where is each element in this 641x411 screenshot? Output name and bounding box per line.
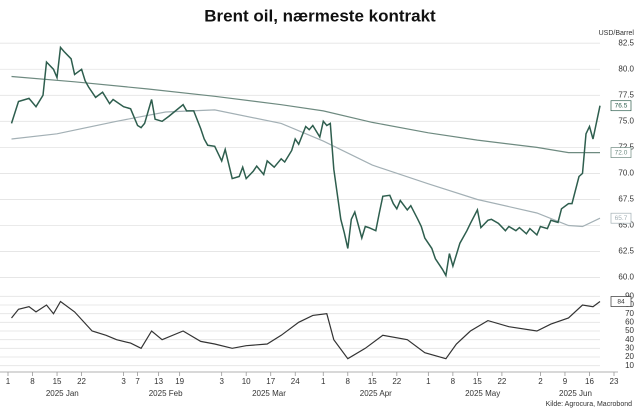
y-tick-label: 82.5 (618, 38, 634, 47)
x-tick-label: 15 (473, 377, 482, 386)
y-tick-label: 20 (625, 352, 634, 361)
y-tick-label: 10 (625, 361, 634, 370)
chart-title: Brent oil, nærmeste kontrakt (204, 6, 436, 25)
x-tick-label: 15 (368, 377, 377, 386)
y-tick-label: 70.0 (618, 169, 634, 178)
x-tick-label: 19 (175, 377, 184, 386)
y-tick-label: 72.5 (618, 142, 634, 151)
x-tick-label: 8 (30, 377, 35, 386)
end-label: 76.5 (615, 102, 628, 109)
x-tick-label: 1 (6, 377, 11, 386)
y-tick-label: 75.0 (618, 116, 634, 125)
y-tick-label: 50 (625, 326, 634, 335)
end-label-box (610, 100, 632, 112)
month-label: 2025 Feb (149, 389, 183, 398)
month-label: 2025 Jun (559, 389, 592, 398)
source: Kilde: Agrocura, Macrobond (546, 401, 632, 408)
y-tick-label: 90 (625, 291, 634, 300)
x-tick-label: 7 (135, 377, 140, 386)
y-tick-label: 30 (625, 343, 634, 352)
y-tick-label: 60 (625, 317, 634, 326)
y-axis-label: USD/Barrel (599, 30, 635, 37)
x-tick-label: 1 (426, 377, 431, 386)
y-tick-label: 80.0 (618, 64, 634, 73)
end-label-box (610, 296, 632, 307)
x-tick-label: 8 (346, 377, 351, 386)
x-tick-label: 3 (121, 377, 126, 386)
x-tick-label: 9 (563, 377, 568, 386)
month-label: 2025 May (465, 389, 500, 398)
x-tick-label: 1 (321, 377, 326, 386)
x-tick-label: 3 (219, 377, 224, 386)
x-tick-label: 17 (266, 377, 275, 386)
x-tick-label: 22 (392, 377, 401, 386)
month-label: 2025 Apr (360, 389, 392, 398)
y-tick-label: 60.0 (618, 273, 634, 282)
end-label: 72.0 (615, 149, 628, 156)
end-label: 84 (617, 298, 625, 305)
y-tick-label: 65.0 (618, 221, 634, 230)
line-series (11, 75, 600, 154)
y-tick-label: 67.5 (618, 195, 634, 204)
end-label-box (610, 147, 632, 158)
x-tick-label: 2 (538, 377, 543, 386)
y-tick-label: 70 (625, 309, 634, 318)
month-label: 2025 Mar (252, 389, 286, 398)
y-tick-label: 62.5 (618, 247, 634, 256)
x-tick-label: 22 (497, 377, 506, 386)
x-tick-label: 23 (610, 377, 619, 386)
line-series (10, 45, 601, 278)
x-tick-label: 10 (242, 377, 251, 386)
month-label: 2025 Jan (46, 389, 79, 398)
y-tick-label: 40 (625, 335, 634, 344)
x-tick-label: 13 (154, 377, 163, 386)
line-series (11, 300, 601, 360)
line-series (11, 109, 601, 228)
x-tick-label: 24 (291, 377, 300, 386)
y-tick-label: 77.5 (618, 90, 634, 99)
x-tick-label: 22 (77, 377, 86, 386)
x-tick-label: 8 (451, 377, 456, 386)
end-label-box (610, 212, 632, 224)
x-tick-label: 16 (585, 377, 594, 386)
end-label: 65.7 (615, 215, 628, 222)
x-tick-label: 15 (53, 377, 62, 386)
